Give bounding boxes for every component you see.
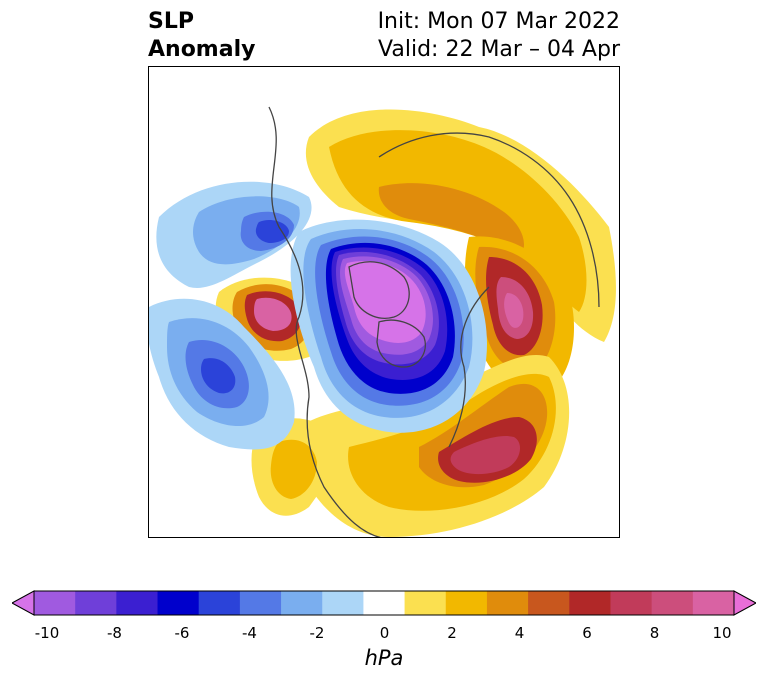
valid-range: Valid: 22 Mar – 04 Apr bbox=[378, 37, 620, 62]
positive-region-atlantic-5 bbox=[450, 436, 521, 475]
colorbar-tick-label: 10 bbox=[712, 624, 732, 642]
title-variable: SLP bbox=[148, 9, 194, 34]
colorbar-segment bbox=[692, 591, 735, 615]
colorbar-tick-label: -2 bbox=[309, 624, 325, 642]
title-variable-sub: Anomaly bbox=[148, 37, 256, 62]
colorbar-segment bbox=[116, 591, 159, 615]
colorbar-segment bbox=[157, 591, 200, 615]
coastlines bbox=[268, 106, 600, 537]
colorbar-segment bbox=[569, 591, 611, 615]
negative-region-pacific-east-4 bbox=[201, 358, 236, 394]
colorbar-segment bbox=[651, 591, 694, 615]
colorbar-tick-label: 6 bbox=[582, 624, 592, 642]
anomaly-map-svg bbox=[149, 106, 616, 537]
init-date: Init: Mon 07 Mar 2022 bbox=[377, 9, 620, 34]
map-title: SLP Anomaly bbox=[148, 8, 255, 64]
colorbar-segment bbox=[322, 591, 364, 615]
colorbar-extend-low bbox=[10, 590, 35, 616]
colorbar-tick-label: 4 bbox=[514, 624, 525, 642]
colorbar-segment bbox=[528, 591, 570, 615]
colorbar-segment bbox=[363, 591, 406, 615]
colorbar-segment bbox=[34, 591, 76, 615]
colorbar bbox=[10, 590, 758, 616]
colorbar-ticks: -10 -8 -6 -4 -2 0 2 4 6 8 10 bbox=[0, 624, 768, 644]
colorbar-segment bbox=[239, 591, 282, 615]
colorbar-segment bbox=[610, 591, 653, 615]
colorbar-unit: hPa bbox=[364, 646, 404, 670]
positive-region-europe-5 bbox=[504, 293, 524, 328]
colorbar-tick-label: 2 bbox=[447, 624, 457, 642]
colorbar-tick-label: -10 bbox=[34, 624, 60, 642]
positive-region-namerica-2 bbox=[270, 439, 317, 499]
colorbar-extend-high bbox=[733, 590, 758, 616]
anomaly-map bbox=[148, 66, 620, 538]
colorbar-segment bbox=[486, 591, 529, 615]
map-valid-info: Init: Mon 07 Mar 2022 Valid: 22 Mar – 04… bbox=[378, 8, 620, 64]
colorbar-segment bbox=[198, 591, 241, 615]
colorbar-svg bbox=[10, 590, 758, 616]
colorbar-segment bbox=[404, 591, 447, 615]
colorbar-segment bbox=[445, 591, 488, 615]
colorbar-segment bbox=[75, 591, 117, 615]
positive-region-pacific-4 bbox=[254, 297, 292, 331]
negative-region-pacific-west-4 bbox=[255, 220, 289, 243]
colorbar-segment bbox=[281, 591, 323, 615]
colorbar-tick-label: -6 bbox=[174, 624, 190, 642]
colorbar-tick-label: 8 bbox=[649, 624, 660, 642]
colorbar-tick-label: -4 bbox=[242, 624, 257, 642]
colorbar-frame bbox=[33, 590, 735, 616]
colorbar-tick-label: -8 bbox=[107, 624, 122, 642]
colorbar-tick-label: 0 bbox=[379, 624, 390, 642]
